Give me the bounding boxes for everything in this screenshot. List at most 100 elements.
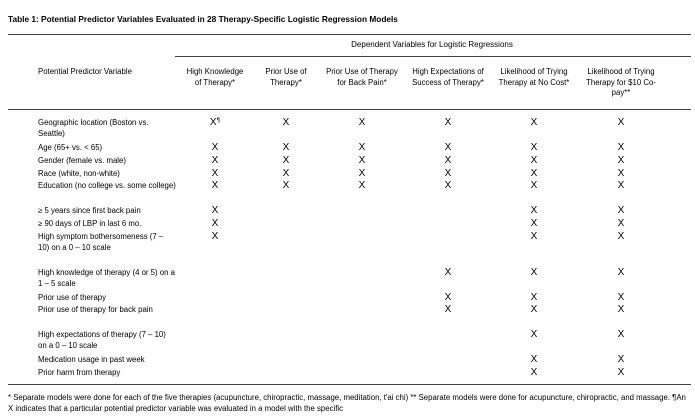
mark-symbol: X (530, 142, 538, 153)
cell-mark: X (504, 304, 564, 316)
cell-mark: X (504, 155, 564, 167)
cell-mark: X (504, 117, 564, 129)
mark-symbol: X (530, 304, 538, 315)
column-header-high-knowledge: High Knowledge of Therapy* (186, 67, 244, 87)
pilcrow-superscript: ¶ (216, 117, 221, 124)
cell-mark: X (504, 180, 564, 192)
mark-symbol: X (282, 168, 290, 179)
row-label: High symptom bothersomeness (7 – 10) on … (38, 232, 164, 252)
row-label: Education (no college vs. some college) (38, 181, 176, 190)
mark-symbol: X (530, 117, 538, 128)
mark-symbol: X (444, 180, 452, 191)
cell-mark: X (591, 155, 651, 167)
cell-mark: X¶ (185, 117, 245, 129)
cell-mark: X (591, 367, 651, 379)
cell-mark: X (591, 142, 651, 154)
mark-symbol: X (358, 180, 366, 191)
mark-symbol: X (617, 354, 625, 365)
cell-mark: X (332, 155, 392, 167)
mark-symbol: X (617, 155, 625, 166)
row-label: ≥ 5 years since first back pain (38, 206, 141, 215)
cell-mark: X (185, 168, 245, 180)
mark-symbol: X (617, 205, 625, 216)
mark-symbol: X (211, 218, 219, 229)
mark-symbol: X (530, 231, 538, 242)
mark-symbol: X (530, 205, 538, 216)
row-label: Medication usage in past week (38, 355, 145, 364)
cell-mark: X (185, 218, 245, 230)
cell-mark: X (418, 155, 478, 167)
mark-symbol: X (282, 117, 290, 128)
row-label: Prior use of therapy for back pain (38, 305, 153, 314)
mark-symbol: X (282, 142, 290, 153)
cell-mark: X (504, 168, 564, 180)
row-label: Age (65+ vs. < 65) (38, 143, 103, 152)
cell-mark: X (418, 292, 478, 304)
row-label: High knowledge of therapy (4 or 5) on a … (38, 268, 175, 288)
mark-symbol: X (617, 367, 625, 378)
mark-symbol: X (617, 180, 625, 191)
mark-symbol: X (530, 155, 538, 166)
mark-symbol: X (444, 292, 452, 303)
cell-mark: X (504, 367, 564, 379)
mark-symbol: X (617, 142, 625, 153)
cell-mark: X (504, 292, 564, 304)
cell-mark: X (418, 267, 478, 279)
cell-mark: X (504, 205, 564, 217)
cell-mark: X (256, 155, 316, 167)
cell-mark: X (591, 180, 651, 192)
mark-symbol: X (444, 155, 452, 166)
row-label: High expectations of therapy (7 – 10) on… (38, 330, 166, 350)
mark-symbol: X (358, 142, 366, 153)
cell-mark: X (418, 142, 478, 154)
cell-mark: X (591, 205, 651, 217)
cell-mark: X (591, 218, 651, 230)
mark-symbol: X (444, 142, 452, 153)
mark-symbol: X (617, 231, 625, 242)
row-label: Gender (female vs. male) (38, 156, 126, 165)
group-header: Dependent Variables for Logistic Regress… (351, 40, 513, 49)
cell-mark: X (185, 142, 245, 154)
cell-mark: X (256, 180, 316, 192)
column-header-prior-use-back-pain: Prior Use of Therapy for Back Pain* (326, 67, 398, 87)
mark-symbol: X (209, 117, 217, 128)
mark-symbol: X (617, 168, 625, 179)
mark-symbol: X (617, 267, 625, 278)
mark-symbol: X (530, 329, 538, 340)
cell-mark: X (591, 117, 651, 129)
cell-mark: X (185, 155, 245, 167)
cell-mark: X (332, 168, 392, 180)
header-rule (8, 109, 691, 110)
mark-symbol: X (617, 329, 625, 340)
cell-mark: X (256, 142, 316, 154)
mark-symbol: X (530, 292, 538, 303)
cell-mark: X (418, 304, 478, 316)
mark-symbol: X (617, 292, 625, 303)
mark-symbol: X (444, 117, 452, 128)
cell-mark: X (591, 304, 651, 316)
cell-mark: X (418, 180, 478, 192)
column-header-likelihood-no-cost: Likelihood of Trying Therapy at No Cost* (498, 67, 570, 87)
cell-mark: X (591, 329, 651, 341)
cell-mark: X (256, 168, 316, 180)
mark-symbol: X (444, 267, 452, 278)
mark-symbol: X (282, 155, 290, 166)
row-label: ≥ 90 days of LBP in last 6 mo. (38, 219, 142, 228)
row-label: Race (white, non-white) (38, 169, 120, 178)
table-title: Table 1: Potential Predictor Variables E… (8, 14, 398, 24)
mark-symbol: X (530, 218, 538, 229)
cell-mark: X (185, 205, 245, 217)
cell-mark: X (185, 231, 245, 243)
row-label: Prior harm from therapy (38, 368, 121, 377)
top-rule (8, 34, 691, 35)
cell-mark: X (504, 231, 564, 243)
row-label: Prior use of therapy (38, 293, 107, 302)
mark-symbol: X (211, 142, 219, 153)
mark-symbol: X (444, 304, 452, 315)
cell-mark: X (185, 180, 245, 192)
cell-mark: X (332, 180, 392, 192)
cell-mark: X (256, 117, 316, 129)
mark-symbol: X (211, 231, 219, 242)
cell-mark: X (591, 292, 651, 304)
cell-mark: X (504, 218, 564, 230)
